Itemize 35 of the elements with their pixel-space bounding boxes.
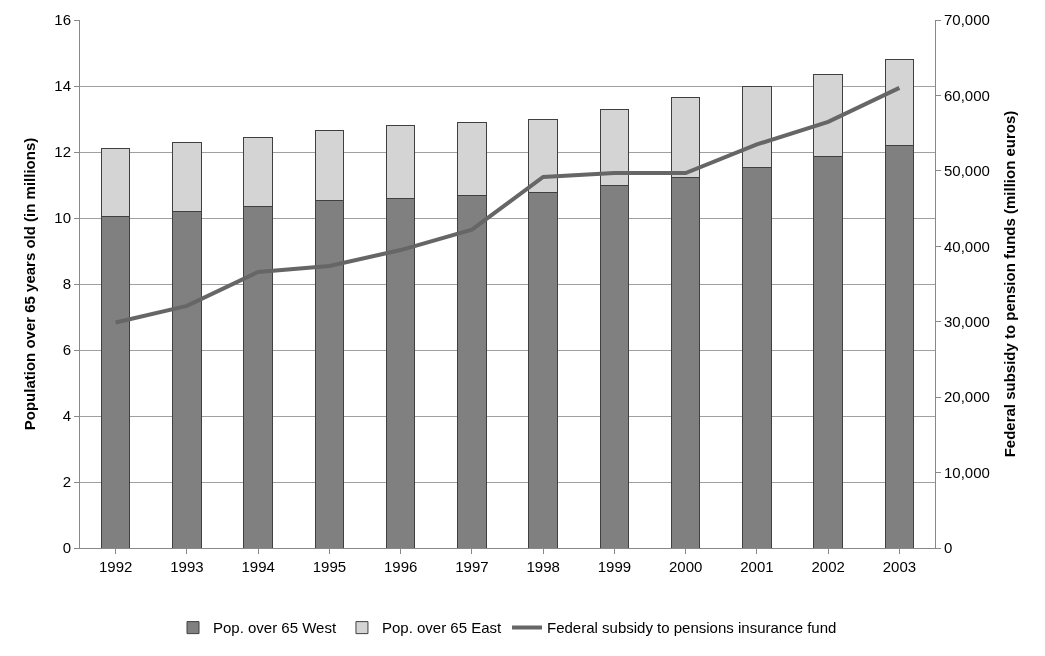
y-tick-label: 16 (54, 11, 71, 29)
y2-tick-label: 50,000 (944, 162, 990, 180)
legend-label: Pop. over 65 West (213, 619, 337, 637)
x-tick-label: 1994 (241, 558, 275, 575)
y-tick-label: 0 (62, 539, 71, 557)
y2-tick-label: 10,000 (944, 463, 990, 481)
x-tick-label: 1993 (170, 558, 204, 575)
y-tick-label: 6 (62, 341, 71, 359)
y-tick-label: 12 (54, 143, 71, 161)
y-axis-title: Population over 65 years old (in millions) (20, 137, 38, 431)
y2-tick-label: 20,000 (944, 388, 990, 406)
y2-tick-label: 70,000 (944, 11, 990, 29)
x-tick-label: 2002 (811, 558, 845, 575)
line-series (113, 85, 902, 325)
x-tick-label: 1996 (383, 558, 418, 575)
legend-label: Federal subsidy to pensions insurance fund (547, 619, 837, 637)
x-tick-label: 1998 (526, 558, 560, 575)
y2-tick-label: 40,000 (944, 237, 990, 255)
x-tick-label: 1995 (312, 558, 347, 575)
y2-axis-title: Federal subsidy to pension funds (million euros) (1000, 110, 1018, 458)
y-tick-label: 14 (54, 77, 71, 95)
x-tick-label: 2001 (740, 558, 774, 575)
y2-tick-label: 30,000 (944, 312, 990, 330)
x-tick-label: 2000 (668, 558, 703, 575)
x-tick-label: 1999 (597, 558, 632, 575)
x-tick-label: 2003 (882, 558, 917, 575)
y-tick-label: 8 (62, 275, 71, 293)
legend-label: Pop. over 65 East (381, 619, 503, 637)
x-tick-label: 1997 (455, 558, 489, 575)
y-tick-label: 10 (54, 209, 71, 227)
y-tick-label: 2 (62, 473, 71, 491)
x-tick-label: 1992 (98, 558, 133, 575)
y-tick-label: 4 (62, 407, 71, 425)
y2-tick-label: 0 (944, 539, 953, 557)
y2-tick-label: 60,000 (944, 86, 990, 104)
